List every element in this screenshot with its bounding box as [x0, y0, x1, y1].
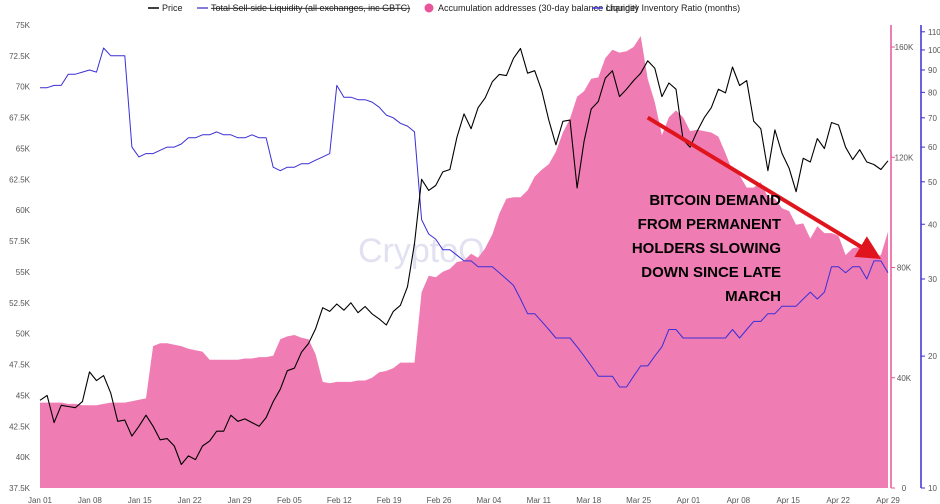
- annotation-text-line: HOLDERS SLOWING: [632, 240, 781, 257]
- x-tick-label: Apr 15: [776, 496, 800, 504]
- y-right-ratio-tick-label: 10: [928, 484, 937, 493]
- accumulation-area-layer: [40, 36, 888, 488]
- legend-label: Accumulation addresses (30-day balance c…: [438, 3, 638, 13]
- liquidity-ratio-layer: [40, 47, 889, 388]
- liquidity-ratio-line: [40, 47, 889, 388]
- x-tick-label: Jan 29: [228, 496, 253, 504]
- y-left-tick-label: 50K: [16, 330, 31, 339]
- y-right-ratio-tick-label: 80: [928, 88, 937, 97]
- y-right-ratio-tick-label: 90: [928, 66, 937, 75]
- y-right-accumulation-tick-label: 80K: [897, 264, 912, 273]
- y-left-tick-label: 65K: [16, 144, 31, 153]
- annotation-text-line: FROM PERMANENT: [638, 216, 781, 233]
- y-left-tick-label: 72.5K: [9, 52, 31, 61]
- y-right-ratio-tick-label: 100: [928, 46, 940, 55]
- y-axis-right-ratio: 10 20 30 40 50 60 70 80 90 100 110: [920, 25, 940, 493]
- y-left-tick-label: 40K: [16, 453, 31, 462]
- annotation-text-line: DOWN SINCE LATE: [641, 264, 781, 281]
- legend-marker-dot: [424, 3, 434, 13]
- y-axis-left: 37.5K 40K 42.5K 45K 47.5K 50K 52.5K 55K 57.5K 60K…: [9, 21, 31, 493]
- price-layer: [39, 47, 889, 466]
- x-tick-label: Jan 15: [128, 496, 153, 504]
- x-tick-label: Apr 22: [826, 496, 850, 504]
- y-left-tick-label: 75K: [16, 21, 31, 30]
- annotation-text-line: MARCH: [725, 288, 781, 305]
- y-right-ratio-tick-label: 70: [928, 114, 937, 123]
- y-right-accumulation-tick-label: 160K: [895, 43, 914, 52]
- legend-label: Price: [162, 3, 183, 13]
- y-left-tick-label: 70K: [16, 83, 31, 92]
- trend-arrow: [646, 115, 882, 259]
- y-right-ratio-tick-label: 110: [928, 28, 940, 37]
- y-left-tick-label: 67.5K: [9, 114, 31, 123]
- x-tick-label: Apr 01: [677, 496, 701, 504]
- y-left-tick-label: 62.5K: [9, 175, 31, 184]
- x-tick-label: Feb 26: [427, 496, 452, 504]
- x-tick-label: Apr 29: [876, 496, 900, 504]
- x-tick-label: Apr 08: [727, 496, 751, 504]
- y-left-tick-label: 42.5K: [9, 422, 31, 431]
- y-right-ratio-tick-label: 40: [928, 220, 937, 229]
- y-right-accumulation-tick-label: 40K: [897, 374, 912, 383]
- y-left-tick-label: 55K: [16, 268, 31, 277]
- x-tick-label: Mar 04: [476, 496, 501, 504]
- annotation-text-line: BITCOIN DEMAND: [649, 192, 781, 209]
- y-right-ratio-tick-label: 30: [928, 275, 937, 284]
- y-left-tick-label: 57.5K: [9, 237, 31, 246]
- x-axis: Jan 01 Jan 08 Jan 15 Jan 22 Jan 29 Feb 05 Feb …: [28, 496, 900, 504]
- price-line: [39, 47, 889, 466]
- x-tick-label: Feb 12: [327, 496, 352, 504]
- y-axis-right-accumulation: 0 40K 80K 120K 160K: [890, 25, 914, 493]
- y-right-ratio-tick-label: 50: [928, 178, 937, 187]
- y-left-tick-label: 37.5K: [9, 484, 31, 493]
- x-tick-label: Mar 11: [527, 496, 552, 504]
- y-left-tick-label: 45K: [16, 391, 31, 400]
- annotation: BITCOIN DEMAND FROM PERMANENT HOLDERS SLOW…: [632, 115, 882, 305]
- x-tick-label: Mar 18: [576, 496, 601, 504]
- y-left-tick-label: 47.5K: [9, 361, 31, 370]
- x-tick-label: Feb 19: [377, 496, 402, 504]
- legend: Price Total Sell-side Liquidity (all exch…: [148, 3, 740, 13]
- y-right-ratio-tick-label: 20: [928, 352, 937, 361]
- y-right-accumulation-tick-label: 120K: [895, 153, 914, 162]
- y-right-ratio-tick-label: 60: [928, 143, 937, 152]
- x-tick-label: Feb 05: [277, 496, 302, 504]
- accumulation-area: [40, 36, 888, 488]
- x-tick-label: Jan 08: [78, 496, 103, 504]
- y-left-tick-label: 60K: [16, 206, 31, 215]
- x-tick-label: Mar 25: [626, 496, 651, 504]
- y-right-accumulation-tick-label: 0: [902, 484, 907, 493]
- x-tick-label: Jan 22: [178, 496, 203, 504]
- x-tick-label: Jan 01: [28, 496, 53, 504]
- legend-label: Total Sell-side Liquidity (all exchanges…: [211, 3, 410, 13]
- y-left-tick-label: 52.5K: [9, 299, 31, 308]
- legend-label: Liquidity Inventory Ratio (months): [606, 3, 740, 13]
